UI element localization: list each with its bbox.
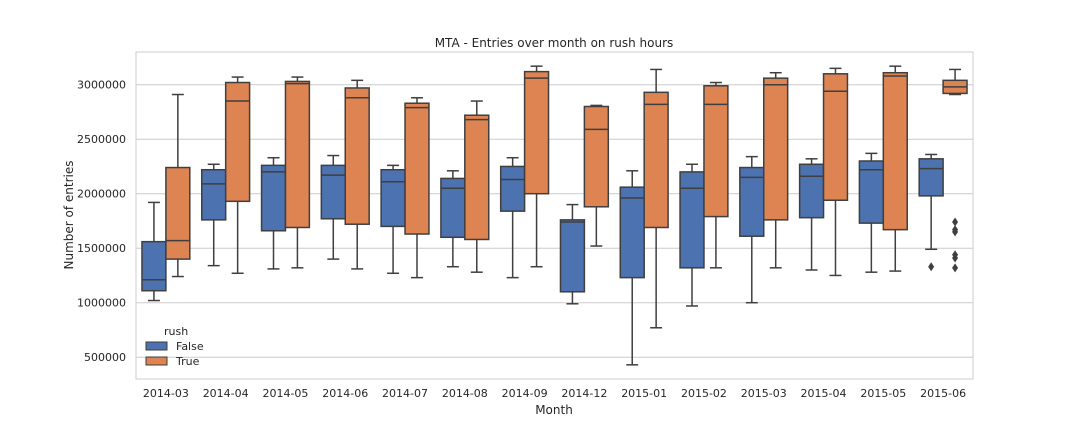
y-axis-label: Number of entries [62,161,76,270]
box-iqr [380,168,406,228]
boxes [141,65,968,366]
y-tick-label: 1500000 [77,242,126,255]
box-iqr [224,81,251,203]
box-true-2014-05 [284,76,311,269]
box-iqr [165,166,191,260]
box-iqr [141,240,167,292]
box-iqr [499,165,526,212]
legend-swatch-true [145,356,168,366]
x-tick-label: 2014-09 [502,387,548,400]
box-iqr [882,71,908,231]
box-false-2014-03 [141,201,167,302]
box-true-2014-08 [464,100,490,273]
x-tick-label: 2014-08 [442,387,488,400]
legend-entry-false: False [176,340,204,353]
plot-frame [135,51,974,380]
box-iqr [583,105,610,208]
box-false-2015-05 [858,152,885,273]
box-false-2014-07 [380,164,406,275]
box-iqr [284,80,311,229]
legend-entry-true: True [175,355,200,368]
box-iqr [201,168,227,221]
box-true-2014-06 [344,79,370,270]
box-true-2014-03 [165,93,191,278]
x-tick-label: 2015-05 [860,387,906,400]
outlier-point [952,227,959,237]
outlier-point [952,217,959,227]
x-axis-label: Month [535,403,573,417]
box-true-2015-06 [942,68,968,273]
box-iqr [918,158,944,197]
y-tick-label: 2500000 [77,133,126,146]
box-iqr [440,177,466,239]
box-iqr [344,87,370,225]
box-false-2014-08 [440,170,466,268]
box-iqr [320,164,347,220]
box-true-2014-12 [583,104,610,247]
x-tick-label: 2015-06 [920,387,966,400]
box-iqr [763,77,789,221]
x-tick-label: 2014-03 [143,387,189,400]
y-tick-label: 2000000 [77,188,126,201]
chart-title: MTA - Entries over month on rush hours [435,36,674,50]
box-true-2015-01 [643,68,669,329]
outlier-point [952,263,959,273]
box-false-2014-12 [559,203,586,305]
legend-title: rush [164,325,188,338]
x-tick-label: 2014-07 [382,387,428,400]
box-iqr [679,171,705,269]
box-iqr [798,163,825,219]
x-tick-label: 2015-01 [621,387,667,400]
box-iqr [643,91,669,229]
box-true-2015-05 [882,65,908,272]
box-true-2015-02 [703,81,729,269]
box-false-2015-02 [679,163,705,307]
x-tick-label: 2015-03 [741,387,787,400]
y-tick-label: 3000000 [77,79,126,92]
legend: rush False True [145,325,204,368]
box-false-2015-06 [918,153,944,272]
box-iqr [404,102,430,235]
x-tick-labels: 2014-03 2014-04 2014-05 2014-06 2014-07 2014-… [143,387,966,400]
box-iqr [260,164,287,232]
x-tick-label: 2014-06 [322,387,368,400]
outlier-point [928,262,935,272]
box-false-2015-01 [619,170,645,366]
legend-swatch-false [145,341,168,351]
box-iqr [559,219,586,293]
x-tick-label: 2014-04 [203,387,249,400]
x-tick-label: 2015-02 [681,387,727,400]
x-tick-label: 2014-05 [262,387,308,400]
x-tick-label: 2014-12 [561,387,607,400]
box-iqr [464,114,490,241]
y-tick-labels: 500000 1000000 1500000 2000000 2500000 300000… [77,79,126,365]
box-iqr [703,85,729,218]
box-true-2014-09 [523,65,550,268]
x-tick-label: 2015-04 [801,387,847,400]
box-true-2014-04 [224,76,251,275]
y-tick-label: 500000 [84,351,126,364]
box-true-2015-04 [822,67,849,277]
box-iqr [619,186,645,279]
box-true-2015-03 [763,71,789,269]
box-iqr [523,70,550,195]
box-iqr [822,73,849,201]
box-true-2014-07 [404,97,430,279]
box-false-2014-05 [260,156,287,270]
y-tick-label: 1000000 [77,297,126,310]
outlier-point [952,253,959,263]
